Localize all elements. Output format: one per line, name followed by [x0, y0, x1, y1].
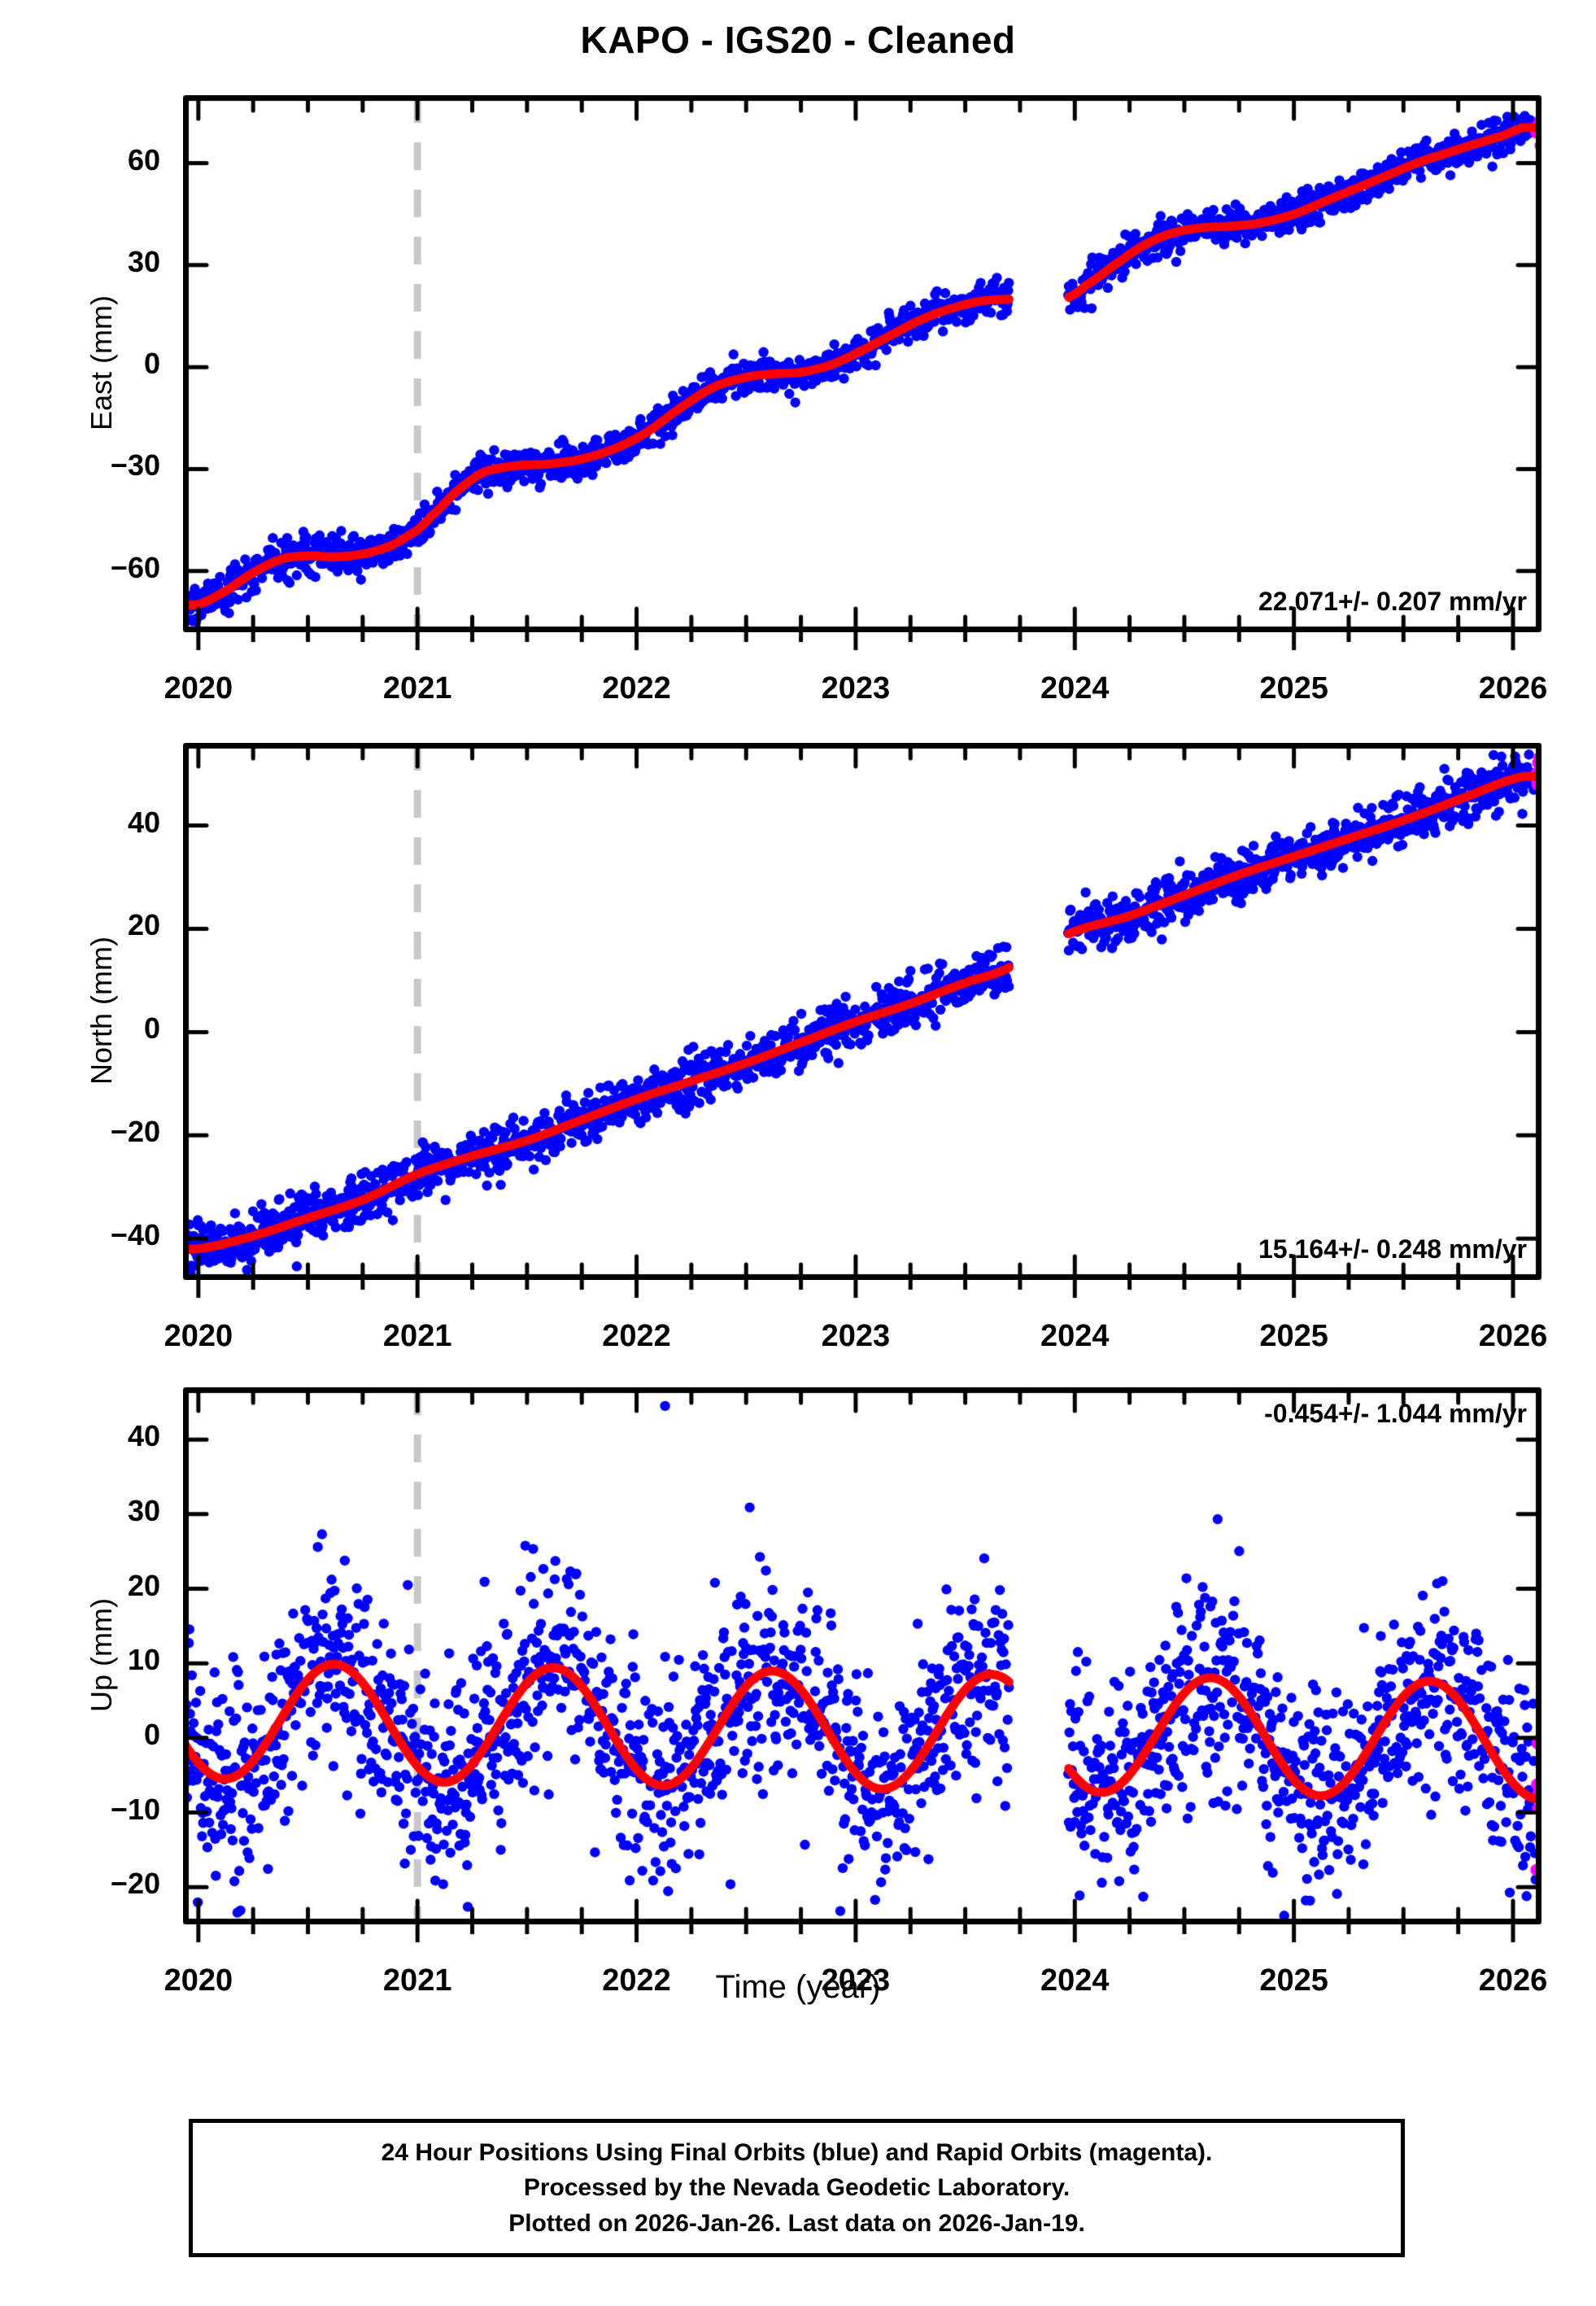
- page-title: KAPO - IGS20 - Cleaned: [580, 19, 1016, 61]
- x-tick-label-east: 2026: [1478, 671, 1548, 705]
- y-tick-label-up: 0: [143, 1717, 160, 1751]
- panel-east: −60 −30 0 30 60 East (mm) 2020 2021 2022 2023 2024…: [85, 95, 1547, 705]
- x-tick-label-up: 2021: [382, 1963, 452, 1998]
- x-tick-label-up: 2025: [1259, 1963, 1328, 1998]
- y-tick-label-north: 0: [143, 1011, 160, 1046]
- y-axis-label-north: North (mm): [85, 937, 118, 1085]
- plot-area-up: [183, 1387, 1541, 1924]
- x-tick-label-up: 2024: [1040, 1963, 1110, 1998]
- plot-area-north: [183, 743, 1541, 1280]
- plot-area-east: [183, 95, 1541, 632]
- x-axis-title: Time (year): [715, 1969, 881, 2005]
- y-tick-label-east: −30: [110, 448, 160, 483]
- y-tick-label-up: 30: [127, 1493, 160, 1527]
- caption-box: 24 Hour Positions Using Final Orbits (bl…: [189, 2119, 1405, 2257]
- x-tick-label-up: 2023: [821, 1963, 891, 1998]
- caption-line: 24 Hour Positions Using Final Orbits (bl…: [381, 2138, 1213, 2166]
- y-tick-label-north: 20: [127, 908, 160, 942]
- y-tick-label-north: −20: [110, 1115, 160, 1149]
- panel-north: −40 −20 0 20 40 North (mm) 2020 2021 2022 2023 202…: [85, 743, 1547, 1353]
- rate-annotation-up: -0.454+/- 1.044 mm/yr: [1264, 1399, 1527, 1428]
- x-tick-label-north: 2025: [1259, 1319, 1328, 1353]
- x-tick-label-east: 2024: [1040, 671, 1110, 705]
- panel-up: −20 −10 0 10 20 30 40 Up (mm) 2020 2021 2022 2023 20…: [85, 1387, 1547, 1998]
- y-tick-label-north: 40: [127, 805, 160, 839]
- y-tick-label-east: 30: [127, 244, 160, 278]
- y-tick-label-up: 20: [127, 1568, 160, 1602]
- x-tick-label-east: 2020: [164, 671, 233, 705]
- x-tick-label-east: 2025: [1259, 671, 1328, 705]
- caption-line: Processed by the Nevada Geodetic Laborat…: [523, 2174, 1071, 2202]
- y-tick-label-north: −40: [110, 1218, 160, 1252]
- y-tick-label-up: −10: [110, 1792, 160, 1826]
- rate-annotation-east: 22.071+/- 0.207 mm/yr: [1258, 587, 1527, 616]
- x-tick-label-east: 2021: [382, 671, 452, 705]
- x-tick-label-up: 2020: [164, 1963, 233, 1998]
- x-tick-label-north: 2024: [1040, 1319, 1110, 1353]
- y-axis-label-east: East (mm): [85, 295, 118, 430]
- x-tick-label-north: 2020: [164, 1319, 233, 1353]
- x-tickmarks-north: [183, 1280, 1541, 1317]
- y-tick-label-up: −20: [110, 1867, 160, 1901]
- x-tick-label-east: 2022: [602, 671, 671, 705]
- y-tick-label-east: −60: [110, 550, 160, 584]
- y-tick-label-east: 60: [127, 142, 160, 177]
- x-tick-label-north: 2023: [821, 1319, 891, 1353]
- rate-annotation-north: 15.164+/- 0.248 mm/yr: [1258, 1234, 1527, 1264]
- x-tickmarks-up: [183, 1924, 1541, 1962]
- x-tick-label-up: 2022: [602, 1963, 671, 1998]
- x-tick-label-up: 2026: [1478, 1963, 1548, 1998]
- caption-line: Plotted on 2026-Jan-26. Last data on 202…: [508, 2209, 1085, 2237]
- y-axis-label-up: Up (mm): [85, 1598, 118, 1712]
- y-tick-label-up: 10: [127, 1643, 160, 1677]
- x-tickmarks-east: [183, 632, 1541, 670]
- x-tick-label-north: 2022: [602, 1319, 671, 1353]
- x-tick-label-north: 2021: [382, 1319, 452, 1353]
- x-tick-label-north: 2026: [1478, 1319, 1548, 1353]
- x-tick-label-east: 2023: [821, 671, 891, 705]
- y-tick-label-east: 0: [143, 347, 160, 381]
- y-tick-label-up: 40: [127, 1419, 160, 1453]
